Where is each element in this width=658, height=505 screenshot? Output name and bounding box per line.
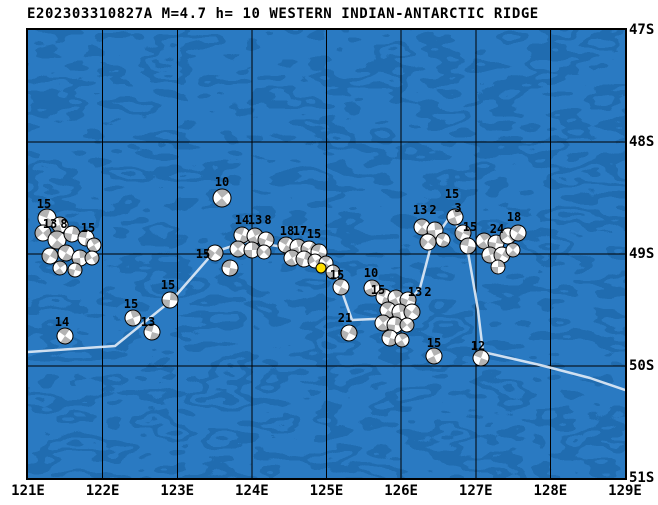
depth-label: 14 [235, 213, 249, 227]
lon-label: 123E [160, 483, 195, 499]
depth-label: 18 [507, 210, 521, 224]
depth-label: 15 [371, 283, 385, 297]
focal-mechanism [212, 188, 232, 208]
lat-label: 50S [629, 358, 655, 374]
depth-label: 15 [307, 227, 321, 241]
lon-label: 129E [608, 483, 642, 499]
depth-label: 2 [424, 285, 431, 299]
lon-label: 122E [85, 483, 120, 499]
focal-mechanism [67, 262, 83, 278]
focal-mechanism [332, 278, 350, 296]
depth-label: 18 [280, 224, 294, 238]
depth-label: 13 [413, 203, 427, 217]
focal-mechanism [454, 224, 472, 242]
lon-label: 125E [309, 483, 344, 499]
focal-mechanism [435, 232, 451, 248]
focal-mechanism [340, 324, 358, 342]
focal-mechanism [161, 291, 179, 309]
graticule-grid [28, 30, 625, 478]
depth-label: 13 [248, 213, 262, 227]
focal-mechanism [505, 242, 521, 258]
lon-label: 121E [11, 483, 45, 499]
focal-mechanism [57, 244, 75, 262]
depth-label: 15 [445, 187, 459, 201]
focal-mechanism [56, 327, 74, 345]
depth-label: 10 [364, 266, 378, 280]
lon-label: 127E [458, 483, 493, 499]
focal-mechanism [413, 218, 431, 236]
focal-mechanism [84, 250, 100, 266]
depth-label: 15 [427, 336, 441, 350]
lat-label: 48S [629, 134, 655, 150]
focal-mechanism [472, 349, 490, 367]
focal-mechanism [325, 264, 341, 280]
focal-mechanism [419, 233, 437, 251]
focal-mechanism [51, 216, 69, 234]
depth-label: 15 [463, 220, 477, 234]
figure-title: E202303310827A M=4.7 h= 10 WESTERN INDIA… [27, 6, 539, 22]
focal-mechanism [86, 237, 102, 253]
focal-mechanism [509, 224, 527, 242]
map-area: 15 13 8 15 14 15 13 15 10 15 14 13 8 18 17 15 15 10 21 15 13… [26, 28, 627, 480]
depth-label: 13 [43, 217, 57, 231]
focal-mechanism [34, 224, 52, 242]
highlighted-event-marker [315, 262, 327, 274]
depth-label: 3 [454, 201, 461, 215]
focal-mechanism [52, 260, 68, 276]
depth-label: 15 [161, 278, 175, 292]
focal-mechanism [425, 347, 443, 365]
focal-mechanism [459, 237, 477, 255]
lat-label: 49S [629, 246, 655, 262]
focal-mechanisms-layer [34, 188, 527, 367]
depth-label: 2 [429, 203, 436, 217]
focal-mechanism [47, 230, 67, 250]
focal-mechanism [394, 332, 410, 348]
focal-mechanism [399, 317, 415, 333]
focal-mechanism [221, 259, 239, 277]
depth-label: 15 [196, 247, 210, 261]
depth-label: 12 [471, 339, 485, 353]
focal-mechanism [143, 323, 161, 341]
depth-label: 15 [37, 197, 51, 211]
lon-label: 126E [384, 483, 418, 499]
depth-label: 13 [408, 285, 422, 299]
depth-label: 21 [338, 311, 352, 325]
focal-mechanism [391, 303, 409, 321]
depth-label: 15 [81, 221, 95, 235]
focal-mechanism [124, 309, 142, 327]
depth-label: 10 [215, 175, 229, 189]
depth-label: 24 [490, 222, 504, 236]
depth-label: 8 [264, 213, 271, 227]
focal-mechanism [256, 244, 272, 260]
focal-mechanism [41, 247, 59, 265]
lat-label: 51S [629, 470, 655, 486]
focal-mechanism [206, 244, 224, 262]
depth-label: 17 [293, 224, 307, 238]
depth-label: 14 [55, 315, 69, 329]
focal-mechanism [229, 240, 247, 258]
lat-label: 47S [629, 22, 655, 38]
depth-label: 15 [124, 297, 138, 311]
depth-label: 13 [141, 315, 155, 329]
focal-mechanism [446, 208, 464, 226]
depth-label: 8 [60, 217, 67, 231]
focal-mechanism [490, 259, 506, 275]
focal-mechanism [363, 279, 381, 297]
lon-label: 124E [235, 483, 269, 499]
depth-label: 15 [330, 268, 344, 282]
lon-label: 128E [533, 483, 568, 499]
